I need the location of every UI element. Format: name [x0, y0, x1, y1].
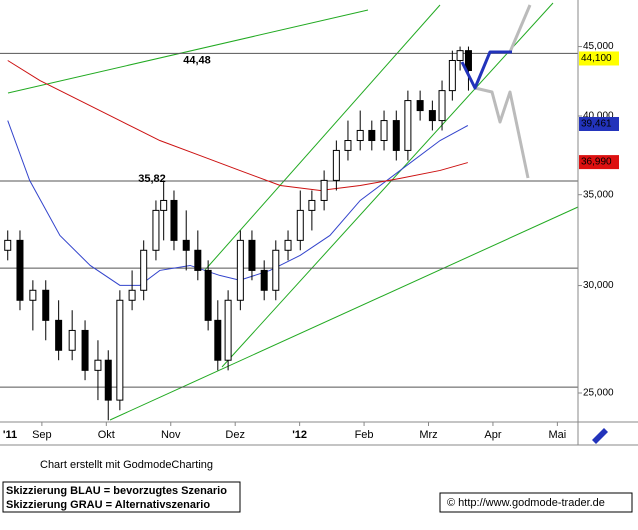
legend-line: Skizzierung BLAU = bevorzugtes Szenario — [6, 485, 227, 497]
candle-body — [214, 319, 222, 361]
level-label: 44,48 — [183, 54, 211, 66]
x-tick-label: Apr — [484, 429, 501, 441]
price-tag-label: 36,990 — [581, 157, 612, 168]
candle-body — [448, 59, 456, 92]
candle-body — [42, 289, 50, 321]
moving-average — [7, 60, 468, 192]
moving-average — [7, 120, 469, 286]
price-tag-label: 44,100 — [581, 53, 612, 64]
y-tick-label: 25,000 — [583, 388, 614, 399]
x-tick-label: Sep — [32, 429, 52, 441]
y-tick-label: 45,000 — [583, 41, 614, 52]
candle-body — [68, 329, 76, 351]
candle-body — [380, 120, 388, 142]
candle-body — [152, 209, 160, 251]
credit: Chart erstellt mit GodmodeCharting — [40, 459, 213, 471]
price-tag — [579, 51, 619, 66]
x-tick-label: Dez — [225, 429, 245, 441]
candle-body — [296, 209, 304, 241]
candle-body — [392, 120, 400, 151]
y-tick-label: 35,000 — [583, 189, 614, 200]
candle-body — [104, 359, 112, 401]
pencil-icon[interactable] — [592, 428, 608, 444]
source: © http://www.godmode-trader.de — [447, 497, 605, 509]
candle-body — [356, 129, 364, 142]
candle-body — [224, 299, 232, 361]
trend-line — [204, 4, 441, 271]
trend-line — [7, 9, 369, 94]
candle-body — [16, 239, 24, 301]
candle-body — [284, 239, 292, 251]
candle-body — [29, 289, 37, 301]
x-tick-label: Okt — [98, 429, 115, 441]
alt-scenario — [508, 4, 532, 53]
candle-body — [248, 239, 256, 271]
candle-body — [128, 289, 136, 301]
source-box — [439, 492, 633, 513]
x-tick-label: Mai — [549, 429, 567, 441]
trend-line — [221, 2, 554, 368]
candle-body — [236, 239, 244, 301]
price-tag — [579, 155, 619, 170]
candle-body — [416, 100, 424, 112]
candle-body — [344, 140, 352, 151]
trend-line — [109, 206, 579, 421]
price-tag-label: 39,461 — [581, 119, 612, 130]
candle-body — [308, 199, 316, 211]
candle-body — [4, 239, 12, 251]
candle-body — [456, 50, 464, 61]
candle-body — [140, 249, 148, 291]
level-label: 35,82 — [138, 173, 166, 185]
y-tick-label: 30,000 — [583, 280, 614, 291]
x-tick-label: Mrz — [419, 429, 437, 441]
legend-line: Skizzierung GRAU = Alternativszenario — [6, 499, 210, 511]
candle-body — [170, 199, 178, 241]
x-tick-label: Nov — [161, 429, 181, 441]
candle-body — [194, 249, 202, 271]
candle-body — [55, 319, 63, 351]
candle-body — [332, 149, 340, 181]
legend-box — [2, 481, 241, 513]
candle-body — [260, 269, 268, 291]
candle-body — [116, 299, 124, 401]
candle-body — [182, 239, 190, 251]
candle-body — [404, 100, 412, 151]
candle-body — [368, 129, 376, 142]
candle-body — [81, 329, 89, 371]
candle-body — [94, 359, 102, 371]
candle-body — [272, 249, 280, 291]
alt-scenario — [474, 86, 530, 179]
x-tick-label: '11 — [3, 429, 17, 441]
candle-body — [428, 110, 436, 122]
candle-body — [464, 50, 472, 71]
candle-body — [160, 199, 168, 211]
trend-lines — [7, 2, 579, 421]
candle-body — [438, 90, 446, 122]
x-tick-label: '12 — [292, 429, 307, 441]
scenario-sketch — [460, 4, 532, 179]
y-tick-label: 40,000 — [583, 111, 614, 122]
candle-body — [320, 179, 328, 201]
x-tick-label: Feb — [355, 429, 374, 441]
price-tag — [579, 116, 619, 131]
candle-body — [204, 269, 212, 321]
main-scenario — [460, 50, 512, 90]
